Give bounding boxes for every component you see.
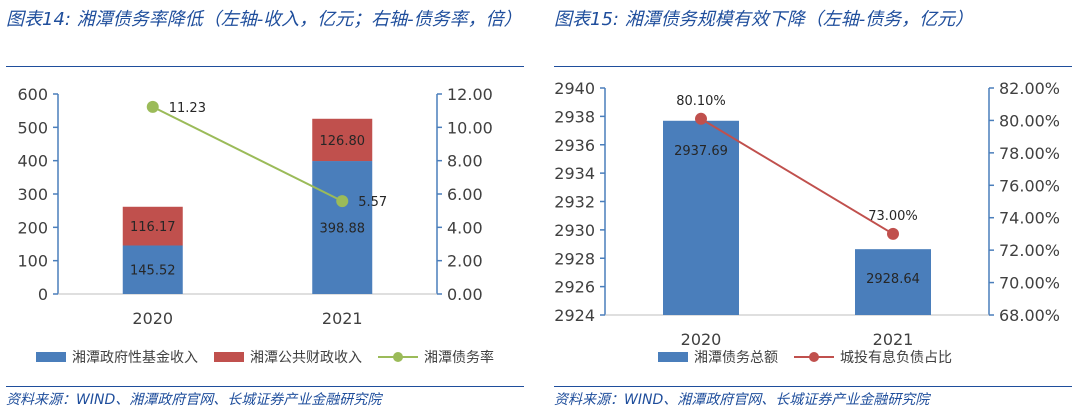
right-axis-tick-label: 70.00% [999, 274, 1060, 293]
x-axis-tick-label: 2021 [322, 309, 363, 328]
series-line-0 [700, 117, 894, 235]
left-axis-tick-label: 300 [17, 185, 48, 204]
x-axis-tick-label: 2020 [132, 309, 173, 328]
legend-label: 城投有息负债占比 [840, 349, 952, 366]
line-point [146, 100, 159, 113]
left-axis-tick-label: 2924 [554, 306, 595, 325]
legend-swatch-bar [658, 352, 688, 362]
left-axis-tick-label: 600 [17, 85, 48, 104]
left-axis-tick-label: 500 [17, 118, 48, 137]
bar-data-label: 116.17 [130, 220, 176, 235]
legend-swatch-bar [214, 352, 244, 362]
right-axis-tick-label: 82.00% [999, 79, 1060, 98]
legend-swatch-point [809, 352, 819, 362]
bar-2021-series-0 [855, 249, 931, 315]
legend-swatch-bar [36, 352, 66, 362]
bar-2021-series-0 [312, 161, 373, 294]
right-axis-tick-label: 78.00% [999, 144, 1060, 163]
legend-label: 湘潭公共财政收入 [250, 349, 362, 366]
bar-data-label: 2928.64 [866, 272, 920, 287]
right-axis-tick-label: 4.00 [447, 218, 483, 237]
bar-line-chart: 2924 2926 2928 2930 2932 2934 2936 2938 2940 68.0… [554, 79, 1060, 366]
bar-2020-series-0 [122, 245, 183, 294]
left-axis-tick-label: 2936 [554, 136, 595, 155]
right-axis-tick-label: 0.00 [447, 285, 483, 304]
left-axis-tick-label: 2934 [554, 164, 595, 183]
line-data-label: 5.57 [358, 195, 387, 210]
figure-title: 图表14: 湘潭债务率降低（左轴-收入，亿元；右轴-债务率，倍） [6, 9, 522, 30]
bar-2020-series-0 [663, 120, 739, 315]
figure-title: 图表15: 湘潭债务规模有效下降（左轴-债务，亿元） [554, 9, 974, 30]
bar-2021-series-1 [312, 118, 373, 162]
right-axis-tick-label: 10.00 [447, 118, 493, 137]
right-axis-tick-label: 76.00% [999, 176, 1060, 195]
legend-label: 湘潭政府性基金收入 [72, 349, 198, 366]
source-divider [6, 386, 524, 387]
series-line-0 [152, 105, 343, 203]
chart-panel-debt-ratio: 图表14: 湘潭债务率降低（左轴-收入，亿元；右轴-债务率，倍） 0 100 200… [0, 0, 530, 419]
left-axis-tick-label: 2938 [554, 107, 595, 126]
right-axis-tick-label: 68.00% [999, 306, 1060, 325]
left-axis-tick-label: 400 [17, 152, 48, 171]
left-axis-tick-label: 2932 [554, 193, 595, 212]
left-axis-tick-label: 200 [17, 218, 48, 237]
line-point [695, 112, 707, 125]
line-point [336, 195, 349, 208]
line-point [887, 227, 899, 240]
bar-data-label: 126.80 [320, 134, 366, 149]
source-note: 资料来源：WIND、湘潭政府官网、长城证券产业金融研究院 [554, 392, 930, 408]
left-axis-tick-label: 2928 [554, 249, 595, 268]
title-divider [554, 66, 1072, 67]
left-axis-tick-label: 2930 [554, 221, 595, 240]
legend-swatch-point [393, 352, 403, 362]
right-axis-tick-label: 2.00 [447, 252, 483, 271]
right-axis-tick-label: 74.00% [999, 209, 1060, 228]
bar-data-label: 145.52 [130, 264, 176, 279]
bar-data-label: 398.88 [320, 222, 366, 237]
stacked-bar-line-chart: 0 100 200 300 400 500 600 0.00 2.00 4.00 6.00 8.00 1… [17, 85, 494, 366]
right-axis-tick-label: 80.00% [999, 111, 1060, 130]
bar-2020-series-1 [122, 206, 183, 246]
title-divider [6, 66, 524, 67]
legend-label: 湘潭债务总额 [694, 349, 778, 366]
source-divider [554, 386, 1072, 387]
x-axis-tick-label: 2021 [873, 330, 914, 349]
right-axis-tick-label: 72.00% [999, 241, 1060, 260]
right-axis-tick-label: 12.00 [447, 85, 493, 104]
left-axis-tick-label: 0 [38, 285, 48, 304]
left-axis-tick-label: 2940 [554, 79, 595, 98]
right-axis-tick-label: 6.00 [447, 185, 483, 204]
line-data-label: 73.00% [868, 209, 918, 224]
source-note: 资料来源：WIND、湘潭政府官网、长城证券产业金融研究院 [6, 392, 382, 408]
legend-label: 湘潭债务率 [424, 349, 494, 366]
line-data-label: 80.10% [676, 94, 726, 109]
left-axis-tick-label: 100 [17, 252, 48, 271]
bar-data-label: 2937.69 [674, 144, 728, 159]
left-axis-tick-label: 2926 [554, 278, 595, 297]
right-axis-tick-label: 8.00 [447, 152, 483, 171]
chart-panel-debt-scale: 图表15: 湘潭债务规模有效下降（左轴-债务，亿元） 2924 2926 2928 2… [548, 0, 1078, 419]
x-axis-tick-label: 2020 [681, 330, 722, 349]
line-data-label: 11.23 [169, 101, 206, 116]
